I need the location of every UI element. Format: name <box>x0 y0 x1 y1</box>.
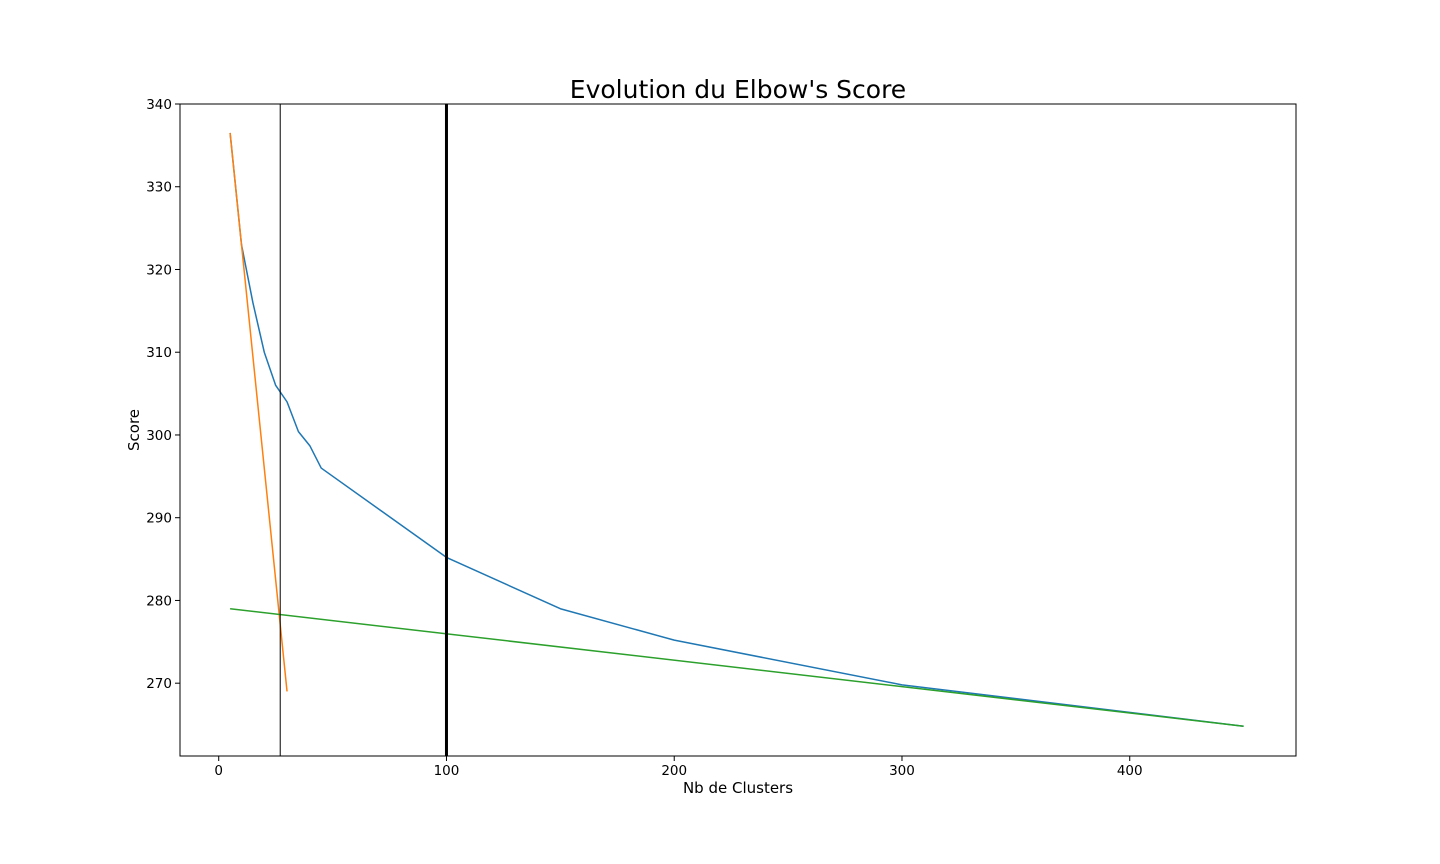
x-axis-label: Nb de Clusters <box>683 779 793 797</box>
y-tick-label: 330 <box>146 180 172 196</box>
y-axis-label: Score <box>125 409 143 451</box>
x-tick-label: 100 <box>434 763 460 779</box>
series-line-1 <box>229 132 1244 727</box>
y-tick-label: 270 <box>146 676 172 692</box>
x-tick-label: 300 <box>889 763 915 779</box>
series-line-3 <box>230 607 1244 727</box>
y-tick-label: 320 <box>146 262 172 278</box>
x-tick-label: 200 <box>661 763 687 779</box>
y-tick-label: 280 <box>146 593 172 609</box>
y-tick-label: 290 <box>146 511 172 527</box>
x-tick-label: 400 <box>1117 763 1143 779</box>
x-tick-label: 0 <box>214 763 223 779</box>
chart-title: Evolution du Elbow's Score <box>570 75 906 104</box>
y-tick-label: 340 <box>146 97 172 113</box>
plot-area: 0 100 200 300 400 270 280 290 300 310 320 330 340 <box>146 97 1297 779</box>
plot-frame <box>179 103 1297 757</box>
series-line-2 <box>229 132 288 692</box>
y-tick-label: 300 <box>146 428 172 444</box>
y-tick-label: 310 <box>146 345 172 361</box>
